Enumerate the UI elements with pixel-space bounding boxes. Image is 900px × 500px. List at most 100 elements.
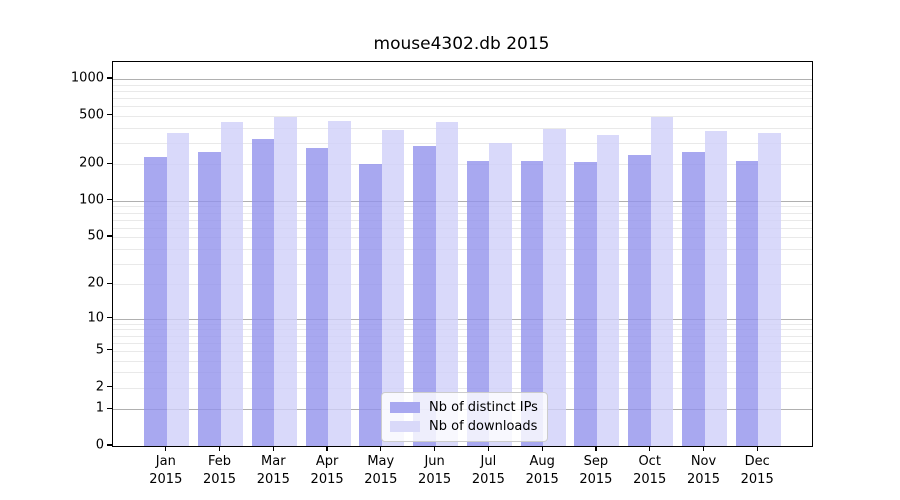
x-tick-label-apr: Apr 2015: [310, 454, 344, 487]
bar-distinct-ips-dec: [735, 161, 759, 446]
bar-distinct-ips-jan: [144, 157, 167, 446]
y-tick-mark-2: [107, 385, 112, 388]
y-tick-mark-10: [107, 316, 112, 319]
x-tick-mark-apr: [326, 446, 328, 451]
plot-area: Nb of distinct IPs Nb of downloads: [112, 61, 813, 447]
bar-downloads-oct: [650, 117, 674, 446]
legend-item-distinct-ips: Nb of distinct IPs: [390, 398, 538, 417]
gridline-minor-7: [113, 335, 812, 337]
bar-distinct-ips-may: [359, 164, 382, 446]
x-tick-label-mar: Mar 2015: [256, 454, 290, 487]
gridline-minor-900: [113, 84, 812, 86]
y-tick-mark-1000: [107, 77, 112, 79]
gridline-minor-500: [113, 115, 812, 117]
y-tick-label-20: 20: [87, 275, 104, 291]
y-tick-mark-20: [107, 282, 112, 284]
y-tick-label-1: 1: [95, 400, 104, 416]
x-tick-mark-aug: [541, 446, 543, 451]
bar-distinct-ips-apr: [305, 147, 329, 446]
bar-distinct-ips-aug: [520, 161, 544, 446]
bar-downloads-jul: [489, 143, 512, 446]
gridline-minor-700: [113, 97, 812, 99]
legend-swatch-distinct-ips: [390, 402, 420, 413]
x-tick-mark-jun: [433, 446, 436, 451]
gridline-minor-90: [113, 206, 812, 208]
bar-downloads-may: [381, 129, 405, 446]
bar-distinct-ips-mar: [251, 138, 275, 446]
y-tick-mark-100: [107, 199, 112, 201]
gridline-minor-60: [113, 227, 812, 229]
y-tick-mark-50: [107, 235, 112, 237]
x-tick-label-aug: Aug 2015: [525, 454, 559, 487]
gridline-major-1000: [113, 79, 812, 80]
x-tick-label-jun: Jun 2015: [418, 454, 452, 487]
gridline-minor-800: [113, 90, 812, 92]
y-tick-mark-200: [107, 162, 112, 164]
bar-downloads-dec: [758, 133, 781, 446]
gridline-major-10: [113, 318, 812, 320]
gridline-minor-4: [113, 360, 812, 362]
gridline-minor-6: [113, 342, 812, 344]
bar-downloads-nov: [704, 131, 727, 446]
legend-swatch-downloads: [390, 421, 420, 432]
gridline-minor-2: [113, 387, 812, 389]
y-tick-mark-5: [107, 349, 112, 351]
gridline-minor-70: [113, 219, 812, 221]
legend: Nb of distinct IPs Nb of downloads: [381, 392, 548, 442]
gridline-minor-300: [113, 142, 812, 144]
y-tick-label-10: 10: [87, 310, 104, 326]
x-tick-label-jan: Jan 2015: [149, 454, 183, 487]
y-tick-label-2: 2: [95, 379, 104, 395]
x-tick-mark-sep: [595, 446, 597, 451]
y-tick-label-0: 0: [95, 437, 104, 453]
x-tick-mark-mar: [272, 446, 274, 451]
gridline-minor-200: [113, 164, 812, 166]
gridline-minor-9: [113, 323, 812, 325]
gridline-minor-400: [113, 127, 812, 129]
x-tick-label-oct: Oct 2015: [633, 454, 667, 487]
x-tick-label-feb: Feb 2015: [202, 454, 237, 487]
gridline-minor-20: [113, 284, 812, 286]
bar-downloads-jan: [166, 133, 190, 446]
gridline-minor-30: [113, 263, 812, 265]
bar-distinct-ips-jul: [466, 161, 490, 446]
x-tick-mark-jul: [487, 446, 490, 451]
x-tick-label-dec: Dec 2015: [740, 454, 774, 487]
gridline-minor-5: [113, 350, 812, 352]
y-tick-label-5: 5: [95, 342, 104, 358]
chart-title: mouse4302.db 2015: [373, 34, 550, 54]
legend-label-distinct-ips: Nb of distinct IPs: [429, 399, 538, 415]
gridline-minor-50: [113, 237, 812, 239]
x-tick-label-sep: Sep 2015: [579, 454, 613, 487]
bar-distinct-ips-oct: [628, 154, 651, 446]
bar-distinct-ips-jun: [413, 145, 436, 446]
y-tick-label-100: 100: [79, 192, 104, 208]
bar-downloads-aug: [543, 128, 566, 446]
bar-downloads-feb: [220, 122, 243, 446]
x-tick-mark-feb: [218, 446, 221, 451]
gridline-major-100: [113, 200, 812, 202]
x-tick-mark-oct: [649, 446, 651, 451]
bar-distinct-ips-nov: [682, 151, 705, 446]
bar-distinct-ips-feb: [198, 151, 221, 446]
bar-downloads-sep: [596, 135, 620, 446]
legend-label-downloads: Nb of downloads: [429, 418, 538, 434]
x-tick-mark-dec: [756, 446, 758, 451]
bar-downloads-mar: [274, 117, 297, 446]
y-tick-label-200: 200: [79, 155, 104, 171]
x-tick-mark-nov: [702, 446, 705, 451]
x-tick-label-nov: Nov 2015: [686, 454, 721, 487]
x-tick-label-may: May 2015: [364, 454, 398, 487]
gridline-minor-3: [113, 372, 812, 374]
y-tick-label-50: 50: [87, 228, 104, 244]
y-tick-mark-500: [107, 114, 112, 116]
y-tick-label-1000: 1000: [70, 70, 104, 86]
legend-item-downloads: Nb of downloads: [390, 417, 538, 436]
y-tick-mark-0: [107, 444, 112, 446]
gridline-minor-80: [113, 212, 812, 214]
bar-distinct-ips-sep: [574, 162, 597, 446]
gridline-minor-8: [113, 329, 812, 331]
y-tick-mark-1: [107, 407, 112, 409]
x-tick-mark-may: [380, 446, 382, 451]
gridline-minor-40: [113, 248, 812, 250]
